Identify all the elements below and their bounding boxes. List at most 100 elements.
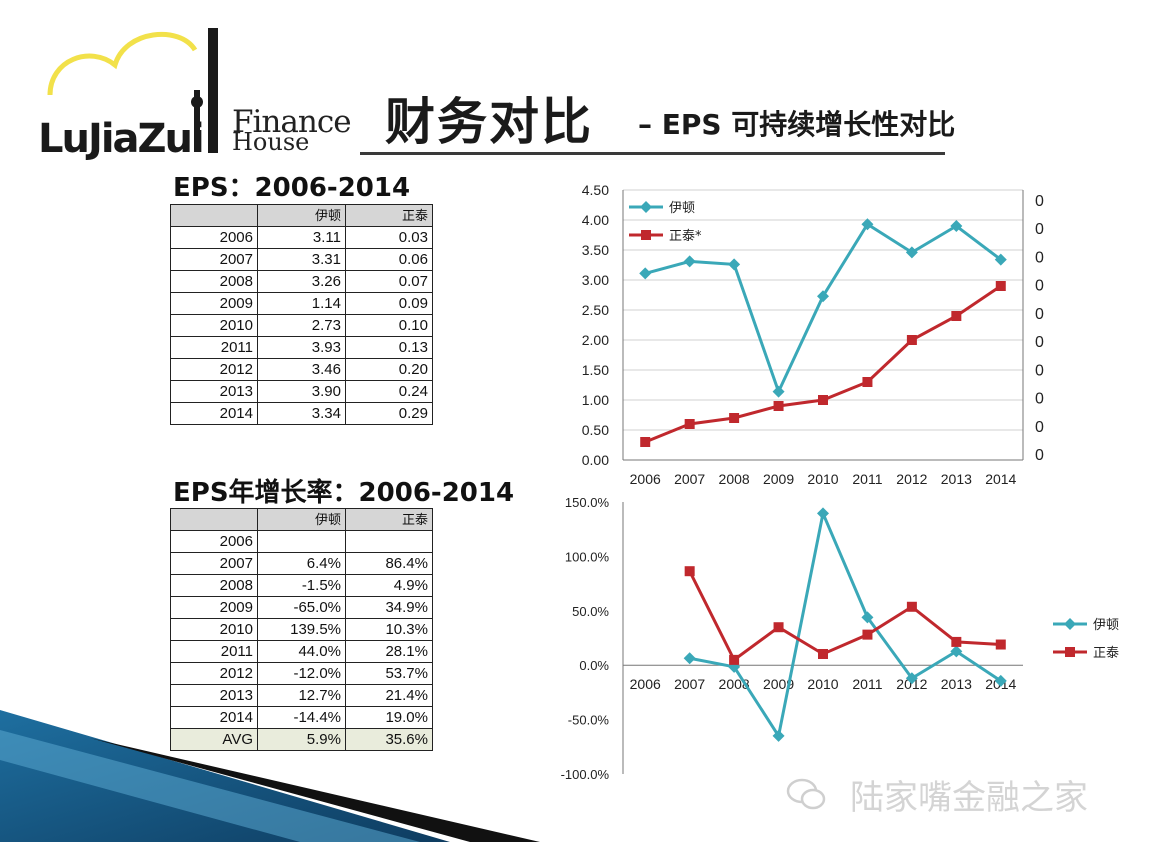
lujiazui-logo: LuJiaZui (30, 20, 360, 162)
legend-label: 正泰* (669, 229, 702, 244)
table-cell: -14.4% (257, 706, 346, 729)
x-tick-label: 2006 (630, 471, 661, 487)
table-cell: 12.7% (257, 684, 346, 707)
data-point (772, 729, 785, 742)
eps-table-heading: EPS：2006-2014 (173, 173, 411, 203)
series-line-0 (689, 508, 1002, 740)
data-point (906, 601, 917, 612)
table-cell: 2012 (170, 358, 258, 381)
y-tick-label: 150.0% (565, 495, 610, 510)
data-point (906, 335, 917, 345)
table-cell: 28.1% (345, 640, 433, 663)
data-point (684, 419, 695, 429)
y-right-tick-label: 0.10 (1035, 391, 1045, 408)
table-cell: 0.13 (345, 336, 433, 359)
y-tick-label: 0.0% (579, 658, 609, 673)
legend-marker (1064, 618, 1076, 630)
y-left-tick-label: 1.00 (582, 392, 609, 408)
table-cell: 3.31 (257, 248, 346, 271)
y-left-tick-label: 4.00 (582, 212, 609, 228)
data-point (729, 654, 740, 665)
table-row: 2006 3.11 0.03 (170, 226, 433, 249)
table-cell: 4.9% (345, 574, 433, 597)
data-point (683, 652, 696, 665)
table-cell: 3.46 (257, 358, 346, 381)
x-tick-label: 2010 (807, 471, 838, 487)
table-cell: 0.06 (345, 248, 433, 271)
table-row: 2014 -14.4% 19.0% (170, 706, 433, 729)
table-cell (170, 204, 258, 227)
logo-house-text: House (232, 128, 310, 156)
data-point (861, 218, 874, 231)
title-divider (360, 152, 945, 155)
table-cell: 3.26 (257, 270, 346, 293)
series-line-0 (644, 222, 1002, 396)
x-tick-label: 2009 (763, 471, 794, 487)
table-row: 2011 3.93 0.13 (170, 336, 433, 359)
table-cell: 1.14 (257, 292, 346, 315)
x-tick-label: 2012 (896, 471, 927, 487)
data-point (951, 636, 962, 647)
table-cell: 2012 (170, 662, 258, 685)
table-cell: 34.9% (345, 596, 433, 619)
corner-decoration (0, 710, 540, 842)
legend-label: 伊顿 (669, 201, 695, 216)
y-left-tick-label: 3.50 (582, 242, 609, 258)
table-cell: 正泰 (345, 204, 433, 227)
x-tick-label: 2010 (807, 676, 838, 692)
table-cell: 2013 (170, 380, 258, 403)
data-point (995, 639, 1006, 650)
y-left-tick-label: 0.00 (582, 452, 609, 468)
table-row: 2012 -12.0% 53.7% (170, 662, 433, 685)
logo-finance-text: Finance (232, 104, 352, 140)
table-cell: 35.6% (345, 728, 433, 751)
x-tick-label: 2007 (674, 676, 705, 692)
x-tick-label: 2008 (719, 471, 750, 487)
table-cell: 0.29 (345, 402, 433, 425)
legend-marker (641, 230, 651, 240)
table-cell: 2010 (170, 314, 258, 337)
table-cell: 3.93 (257, 336, 346, 359)
table-cell: 伊顿 (257, 508, 346, 531)
table-cell: 10.3% (345, 618, 433, 641)
data-point (951, 311, 962, 321)
data-point (640, 437, 651, 447)
table-cell: 6.4% (257, 552, 346, 575)
table-cell: 2010 (170, 618, 258, 641)
watermark-text: 陆家嘴金融之家 (850, 778, 1088, 818)
data-point (994, 674, 1007, 687)
table-row: 2009 -65.0% 34.9% (170, 596, 433, 619)
table-cell: 3.90 (257, 380, 346, 403)
eps-line-chart: 0.00 0.50 1.00 1.50 2.00 2.50 3.00 3.50 4.00 4.50… (582, 182, 1045, 487)
data-point (818, 648, 828, 659)
table-cell: AVG (170, 728, 258, 751)
table-cell: 2006 (170, 226, 258, 249)
table-cell: 正泰 (345, 508, 433, 531)
y-right-tick-label: 0.05 (1035, 419, 1045, 436)
table-cell: -65.0% (257, 596, 346, 619)
legend-marker (1065, 647, 1075, 657)
table-row: 2013 12.7% 21.4% (170, 684, 433, 707)
wechat-icon (786, 778, 826, 810)
x-tick-label: 2013 (941, 471, 972, 487)
table-cell: 0.24 (345, 380, 433, 403)
y-tick-label: -50.0% (568, 713, 610, 728)
data-point (639, 267, 652, 280)
table-cell (345, 530, 433, 553)
data-point (728, 258, 741, 271)
table-cell: 2011 (170, 336, 258, 359)
table-header-row: 伊顿 正泰 (170, 508, 433, 531)
legend-label: 正泰 (1093, 646, 1119, 661)
growth-table: 伊顿 正泰 2006 2007 6.4% 86.4% 2008 -1.5% 4.9% 2009 -6… (170, 508, 433, 751)
table-cell: -1.5% (257, 574, 346, 597)
y-left-tick-label: 3.00 (582, 272, 609, 288)
table-row: 2008 -1.5% 4.9% (170, 574, 433, 597)
table-row: 2012 3.46 0.20 (170, 358, 433, 381)
y-left-tick-label: 2.00 (582, 332, 609, 348)
series-line-1 (688, 570, 1001, 663)
table-cell: 19.0% (345, 706, 433, 729)
y-tick-label: 50.0% (572, 604, 609, 619)
table-cell: 0.20 (345, 358, 433, 381)
table-row: 2011 44.0% 28.1% (170, 640, 433, 663)
table-cell: 86.4% (345, 552, 433, 575)
